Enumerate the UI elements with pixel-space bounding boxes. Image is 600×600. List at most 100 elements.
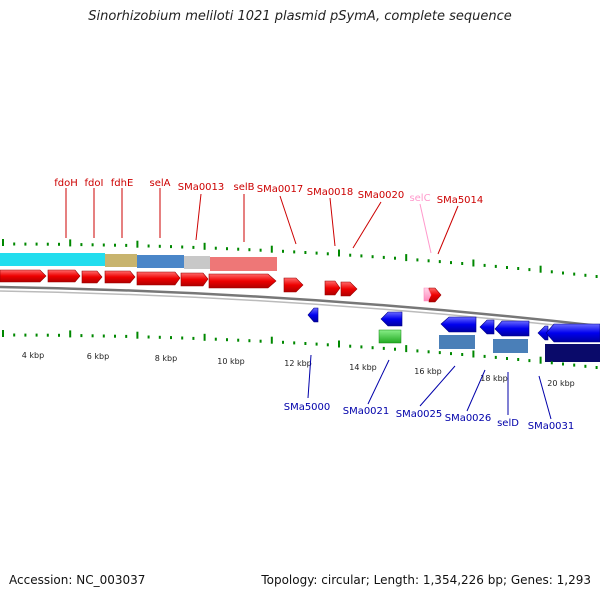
ruler-minor-tick bbox=[35, 333, 38, 337]
ruler-minor-tick bbox=[102, 334, 105, 338]
ruler-major-tick bbox=[338, 340, 340, 348]
gene-label-SMa0025: SMa0025 bbox=[396, 409, 443, 420]
ruler-minor-tick bbox=[382, 255, 385, 259]
ruler-major-tick bbox=[2, 239, 4, 246]
gene-arrow-rna-selC bbox=[423, 287, 432, 302]
ruler-minor-tick bbox=[259, 339, 262, 343]
ruler-minor-tick bbox=[416, 258, 419, 262]
ruler-minor-tick bbox=[573, 272, 576, 276]
ruler-major-tick bbox=[203, 333, 206, 341]
ruler-major-tick bbox=[270, 336, 273, 344]
ruler-major-tick bbox=[472, 350, 475, 358]
gene-label-fdhE: fdhE bbox=[111, 178, 134, 189]
ruler-minor-tick bbox=[438, 260, 441, 264]
cog-lower-green bbox=[378, 329, 402, 344]
ruler-minor-tick bbox=[562, 271, 564, 275]
upper-tick-row bbox=[2, 239, 598, 278]
gene-label-selC: selC bbox=[409, 193, 430, 204]
ruler-minor-tick bbox=[382, 346, 385, 350]
ruler-label-12kbp: 12 kbp bbox=[284, 359, 312, 368]
gene-arrow-fwd-4 bbox=[104, 270, 136, 284]
ruler-major-tick bbox=[203, 242, 206, 250]
ruler-minor-tick bbox=[158, 244, 161, 248]
cog-lower-navy bbox=[545, 344, 600, 362]
leader-SMa5014 bbox=[437, 205, 459, 255]
leader-SMa0017 bbox=[279, 195, 297, 245]
ruler-minor-tick bbox=[595, 275, 598, 278]
gene-arrow-fwd-1 bbox=[0, 269, 47, 283]
ruler-minor-tick bbox=[371, 255, 374, 259]
ruler-minor-tick bbox=[494, 355, 497, 359]
lower-cog-band bbox=[378, 329, 600, 362]
ruler-minor-tick bbox=[214, 246, 217, 250]
ruler-minor-tick bbox=[461, 262, 464, 265]
cog-segment-olive bbox=[105, 254, 137, 267]
ruler-minor-tick bbox=[91, 243, 94, 247]
ruler-label-8kbp: 8 kbp bbox=[155, 354, 177, 363]
ruler-minor-tick bbox=[13, 242, 16, 246]
gene-label-selA: selA bbox=[150, 178, 171, 189]
cog-band bbox=[0, 253, 277, 271]
ruler-minor-tick bbox=[360, 345, 363, 349]
gene-label-SMa5000: SMa5000 bbox=[284, 402, 331, 413]
ruler-minor-tick bbox=[483, 263, 486, 267]
gene-label-fdoI: fdoI bbox=[85, 178, 104, 189]
ruler-minor-tick bbox=[58, 333, 60, 337]
ruler-major-tick bbox=[69, 330, 72, 338]
gene-arrow-rev-1 bbox=[307, 307, 319, 323]
bottom-leader-lines bbox=[307, 354, 552, 420]
ruler-minor-tick bbox=[102, 243, 105, 247]
ruler-minor-tick bbox=[181, 336, 184, 340]
ruler-minor-tick bbox=[506, 357, 508, 360]
ruler-minor-tick bbox=[349, 344, 352, 348]
ruler-minor-tick bbox=[506, 266, 508, 269]
leader-SMa0021 bbox=[367, 359, 390, 405]
top-gene-labels: fdoH fdoI fdhE selA SMa0013 selB SMa0017… bbox=[54, 178, 483, 206]
ruler-minor-tick bbox=[494, 264, 497, 268]
accession-label: Accession: bbox=[9, 573, 73, 587]
ruler-minor-tick bbox=[584, 273, 587, 277]
topology-label: Topology: bbox=[261, 573, 318, 587]
gene-arrow-fwd-9 bbox=[324, 280, 341, 296]
gene-arrow-fwd-5 bbox=[136, 271, 181, 286]
ruler-minor-tick bbox=[427, 259, 430, 263]
ruler-minor-tick bbox=[226, 247, 228, 251]
ruler-minor-tick bbox=[237, 338, 240, 342]
gene-arrow-fwd-3 bbox=[81, 270, 103, 284]
reverse-genes bbox=[307, 307, 600, 343]
cog-segment-silver bbox=[184, 256, 210, 269]
ruler-minor-tick bbox=[282, 249, 284, 253]
accession-value: NC_003037 bbox=[76, 573, 146, 587]
ruler-minor-tick bbox=[192, 336, 195, 340]
gene-arrow-rev-2 bbox=[380, 311, 403, 327]
gene-arrow-rev-4 bbox=[479, 319, 495, 335]
cog-segment-steelblue bbox=[137, 255, 184, 268]
ruler-minor-tick bbox=[360, 254, 363, 258]
ruler-major-tick bbox=[136, 240, 139, 248]
gene-label-SMa0020: SMa0020 bbox=[358, 190, 405, 201]
ruler-minor-tick bbox=[181, 245, 184, 249]
forward-genes bbox=[0, 269, 442, 303]
cog-segment-cyan bbox=[0, 253, 105, 266]
leader-SMa0026 bbox=[466, 369, 486, 412]
ruler-major-tick bbox=[270, 245, 273, 253]
leader-SMa0025 bbox=[419, 365, 456, 407]
map-title: Sinorhizobium meliloti 1021 plasmid pSym… bbox=[88, 9, 512, 24]
ruler-minor-tick bbox=[91, 334, 94, 338]
backbone-outer bbox=[0, 285, 600, 328]
ruler-major-tick bbox=[338, 249, 340, 257]
ruler-minor-tick bbox=[371, 346, 374, 350]
ruler-minor-tick bbox=[192, 245, 195, 249]
ruler-minor-tick bbox=[304, 342, 307, 345]
ruler-minor-tick bbox=[461, 353, 464, 356]
length-value: 1,354,226 bp bbox=[422, 573, 503, 587]
ruler-minor-tick bbox=[573, 363, 576, 367]
ruler-label-6kbp: 6 kbp bbox=[87, 352, 109, 361]
leader-selC bbox=[419, 203, 432, 254]
ruler-minor-tick bbox=[35, 242, 38, 246]
genes-label: Genes: bbox=[510, 573, 553, 587]
summary-footer: Topology: circular; Length: 1,354,226 bp… bbox=[261, 573, 591, 587]
ruler-labels: 4 kbp 6 kbp 8 kbp 10 kbp 12 kbp 14 kbp 1… bbox=[22, 351, 575, 388]
gene-label-SMa0013: SMa0013 bbox=[178, 182, 225, 193]
